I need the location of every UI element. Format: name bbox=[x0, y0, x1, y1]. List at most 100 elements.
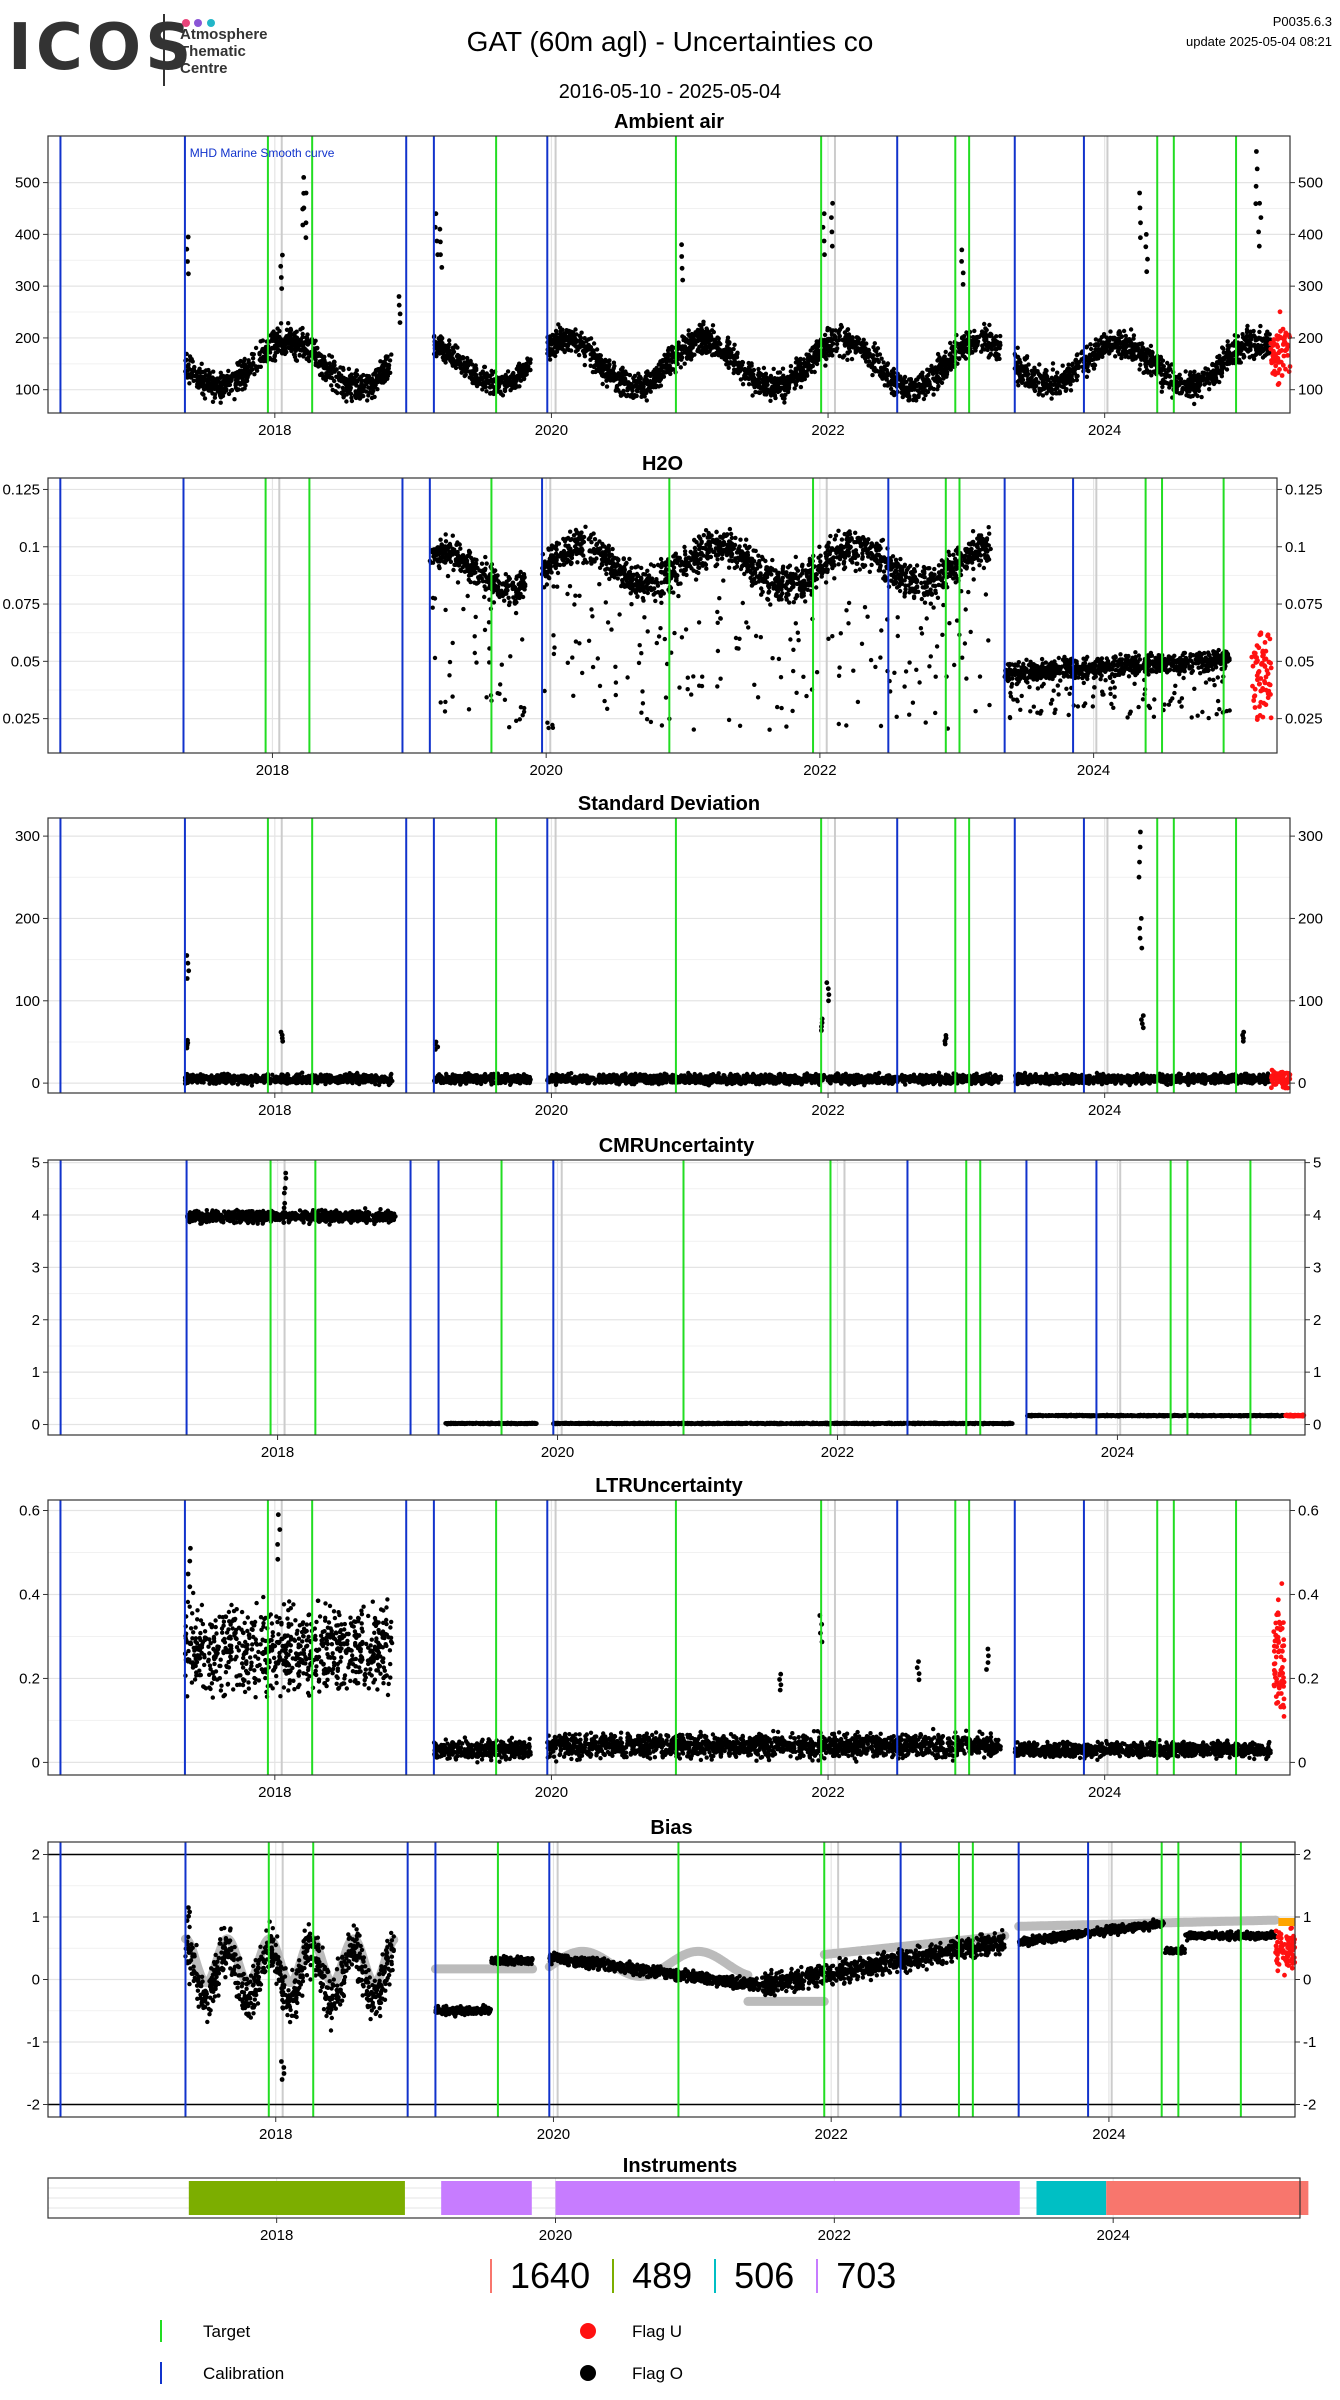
data-point bbox=[795, 568, 801, 573]
data-point bbox=[365, 398, 370, 403]
data-point bbox=[579, 330, 584, 335]
data-point bbox=[1267, 332, 1272, 337]
data-point bbox=[510, 385, 515, 391]
data-point bbox=[1024, 368, 1029, 373]
data-point bbox=[485, 378, 490, 383]
data-point bbox=[253, 345, 259, 351]
data-point bbox=[892, 670, 897, 675]
data-point bbox=[937, 366, 942, 372]
data-point bbox=[206, 377, 211, 382]
data-point bbox=[1024, 373, 1030, 378]
data-point bbox=[709, 336, 715, 342]
data-point bbox=[202, 396, 208, 401]
data-point bbox=[809, 369, 814, 374]
data-point bbox=[553, 328, 559, 334]
data-point bbox=[1202, 382, 1207, 387]
data-point bbox=[600, 373, 606, 379]
data-point bbox=[515, 373, 520, 379]
data-point bbox=[558, 345, 563, 350]
data-point bbox=[764, 392, 769, 397]
data-point bbox=[834, 348, 839, 354]
data-point bbox=[663, 370, 668, 375]
data-point bbox=[506, 602, 512, 608]
data-point bbox=[972, 345, 977, 351]
data-point bbox=[935, 595, 941, 600]
spike-point bbox=[396, 302, 402, 308]
data-point bbox=[900, 394, 905, 400]
data-point bbox=[963, 345, 968, 351]
data-point bbox=[635, 389, 640, 394]
data-point bbox=[1131, 333, 1137, 338]
data-point bbox=[757, 390, 762, 396]
data-point bbox=[506, 595, 511, 600]
data-point bbox=[301, 348, 306, 353]
data-point bbox=[645, 369, 650, 374]
data-point bbox=[823, 580, 829, 585]
data-point bbox=[475, 580, 480, 586]
data-point bbox=[1188, 370, 1193, 375]
data-point bbox=[490, 372, 495, 377]
data-point bbox=[482, 627, 488, 633]
data-point bbox=[1093, 342, 1099, 347]
flag-u-point bbox=[1277, 367, 1282, 372]
data-point bbox=[502, 697, 508, 702]
data-point bbox=[1127, 343, 1133, 348]
data-point bbox=[597, 582, 602, 587]
data-point bbox=[221, 373, 226, 379]
data-point bbox=[733, 535, 738, 541]
data-point bbox=[590, 369, 596, 375]
data-point bbox=[768, 602, 773, 607]
spike-point bbox=[1144, 269, 1150, 275]
data-point bbox=[943, 364, 948, 369]
data-point bbox=[472, 562, 477, 567]
data-point bbox=[898, 374, 903, 379]
data-point bbox=[948, 367, 953, 372]
spike-point bbox=[829, 229, 835, 235]
data-point bbox=[983, 326, 988, 331]
data-point bbox=[1015, 379, 1020, 384]
data-point bbox=[726, 341, 732, 346]
data-point bbox=[975, 341, 980, 346]
data-point bbox=[719, 351, 724, 356]
data-point bbox=[741, 375, 747, 380]
data-point bbox=[814, 670, 820, 675]
data-point bbox=[574, 332, 579, 337]
spike-point bbox=[437, 226, 443, 232]
data-point bbox=[443, 360, 448, 365]
data-point bbox=[469, 377, 475, 382]
data-point bbox=[812, 356, 817, 361]
data-point bbox=[298, 327, 303, 332]
data-point bbox=[461, 606, 466, 612]
data-point bbox=[1049, 396, 1054, 401]
data-point bbox=[855, 346, 861, 351]
data-point bbox=[700, 674, 705, 679]
data-point bbox=[802, 376, 807, 382]
spike-point bbox=[679, 265, 685, 271]
data-point bbox=[1194, 384, 1199, 389]
data-point bbox=[468, 579, 473, 585]
data-point bbox=[591, 353, 596, 358]
data-point bbox=[845, 327, 850, 333]
data-point bbox=[678, 365, 683, 370]
data-point bbox=[517, 384, 522, 389]
data-point bbox=[759, 554, 765, 560]
data-point bbox=[972, 328, 977, 334]
data-point bbox=[879, 628, 884, 633]
data-point bbox=[588, 357, 593, 362]
data-point bbox=[518, 569, 523, 575]
x-tick-label: 2020 bbox=[535, 422, 568, 439]
data-point bbox=[899, 379, 905, 384]
data-point bbox=[235, 372, 240, 377]
data-point bbox=[456, 563, 462, 568]
data-point bbox=[480, 369, 485, 374]
data-point bbox=[1185, 387, 1191, 392]
data-point bbox=[1225, 339, 1230, 344]
data-point bbox=[769, 386, 774, 391]
data-point bbox=[1075, 352, 1080, 357]
data-point bbox=[756, 370, 761, 376]
data-point bbox=[632, 394, 638, 399]
data-point bbox=[344, 388, 349, 393]
spike-point bbox=[829, 243, 835, 249]
data-point bbox=[191, 378, 196, 383]
data-point bbox=[687, 352, 692, 358]
